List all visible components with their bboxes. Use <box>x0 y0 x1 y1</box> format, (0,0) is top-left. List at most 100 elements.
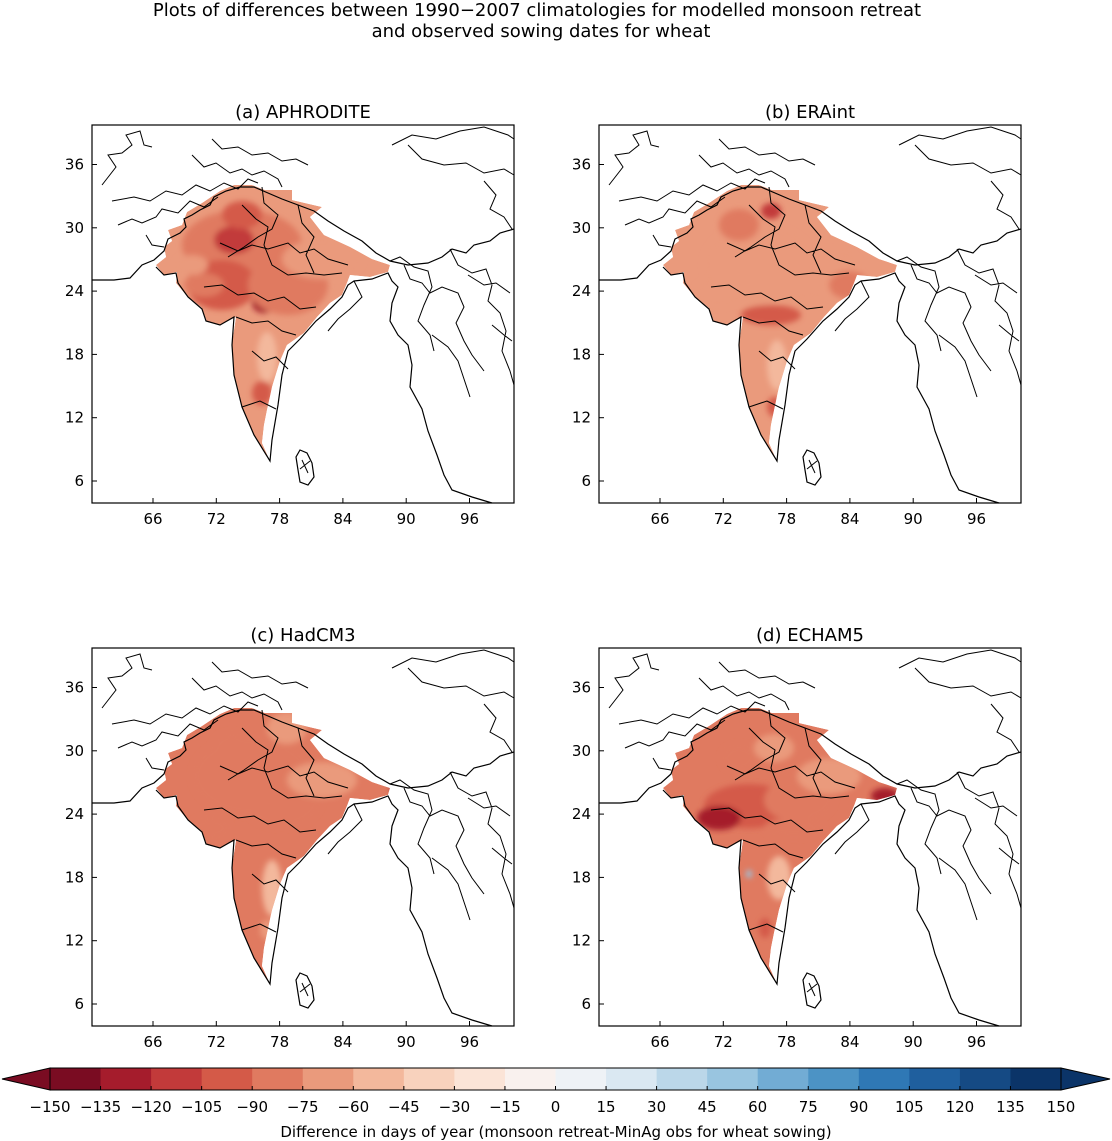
x-tick-label: 66 <box>143 510 162 528</box>
colorbar-tick-label: −45 <box>388 1098 420 1116</box>
x-tick-label: 90 <box>904 510 923 528</box>
y-tick-label: 24 <box>572 282 591 300</box>
map-body: 66 72 78 84 90 96 6 12 18 24 30 36 <box>572 647 1022 1051</box>
x-tick-label: 90 <box>904 1033 923 1051</box>
colorbar-tick-label: 45 <box>698 1098 717 1116</box>
colorbar-tick-label: −150 <box>29 1098 70 1116</box>
colorbar-swatch <box>909 1068 961 1090</box>
colorbar-tick-label: 15 <box>597 1098 616 1116</box>
y-tick-label: 18 <box>65 868 84 886</box>
x-tick-label: 96 <box>967 510 986 528</box>
sri-lanka-outline <box>295 972 315 1009</box>
x-tick-label: 78 <box>777 510 796 528</box>
field-spacer <box>814 295 924 495</box>
colorbar-swatch <box>151 1068 203 1090</box>
y-tick-label: 18 <box>65 345 84 363</box>
sri-lanka-borders <box>299 459 311 474</box>
colorbar-swatch <box>858 1068 910 1090</box>
sri-lanka-borders <box>299 982 311 997</box>
colorbar-swatch <box>606 1068 658 1090</box>
y-tick-label: 36 <box>65 156 84 174</box>
colorbar-swatch <box>403 1068 455 1090</box>
y-tick-label: 12 <box>65 932 84 950</box>
y-tick-label: 30 <box>572 219 591 237</box>
figure-title-line1: Plots of differences between 1990−2007 c… <box>153 0 921 21</box>
sri-lanka-outline <box>802 449 822 486</box>
panel-title: (c) HadCM3 <box>250 625 355 646</box>
plot-frame <box>598 647 1022 1027</box>
x-tick-label: 72 <box>714 1033 733 1051</box>
field-spacer <box>814 818 924 1018</box>
colorbar-tick-label: −15 <box>489 1098 521 1116</box>
data-blob <box>719 209 759 241</box>
x-tick-label: 84 <box>840 1033 859 1051</box>
data-blob <box>697 806 741 830</box>
y-tick-label: 6 <box>74 995 84 1013</box>
data-blob <box>262 860 282 916</box>
data-blob <box>184 273 224 297</box>
data-blob <box>761 203 781 219</box>
colorbar-tick-label: 120 <box>946 1098 975 1116</box>
y-tick-label: 30 <box>65 219 84 237</box>
data-blob <box>843 828 879 860</box>
map-body: 66 72 78 84 90 96 6 12 18 24 30 36 <box>65 647 515 1051</box>
y-tick-label: 12 <box>572 932 591 950</box>
field-spacer <box>307 295 417 495</box>
map-body: 66 72 78 84 90 96 6 12 18 24 30 36 <box>65 124 515 528</box>
data-field <box>156 708 417 1018</box>
borders <box>101 126 515 410</box>
colorbar-tick-label: −135 <box>80 1098 121 1116</box>
colorbar-swatch <box>100 1068 152 1090</box>
x-tick-label: 72 <box>207 510 226 528</box>
sri-lanka-borders <box>806 982 818 997</box>
coastline <box>599 186 1022 504</box>
colorbar-tick-label: 0 <box>551 1098 561 1116</box>
colorbar-swatch <box>454 1068 506 1090</box>
data-blob <box>176 255 208 275</box>
colorbar-swatch <box>1010 1068 1062 1090</box>
y-tick-label: 12 <box>572 409 591 427</box>
y-tick-label: 24 <box>572 805 591 823</box>
colorbar-extend-low <box>1 1067 51 1091</box>
data-blob <box>252 381 272 405</box>
panel-a: (a) APHRODITE 66 72 78 84 90 96 6 12 18 24 30 36 <box>65 102 515 528</box>
data-blob <box>841 307 877 339</box>
panel-title: (b) ERAint <box>765 102 855 123</box>
data-blob <box>222 201 262 229</box>
data-field <box>663 708 924 1018</box>
coastline <box>92 186 515 504</box>
data-blob <box>721 744 757 772</box>
data-blob <box>282 239 362 279</box>
y-tick-label: 6 <box>581 472 591 490</box>
data-blob <box>741 305 801 325</box>
colorbar-swatch <box>959 1068 1011 1090</box>
data-blob <box>260 920 276 940</box>
x-tick-label: 72 <box>714 510 733 528</box>
colorbar-swatch <box>302 1068 354 1090</box>
x-tick-label: 84 <box>333 510 352 528</box>
coastline <box>599 709 1022 1027</box>
x-tick-label: 66 <box>143 1033 162 1051</box>
data-blob <box>190 816 230 840</box>
colorbar-tick-label: 60 <box>748 1098 767 1116</box>
data-blob <box>287 762 357 798</box>
field-spacer <box>307 818 417 1018</box>
x-tick-label: 66 <box>650 510 669 528</box>
x-tick-label: 90 <box>397 510 416 528</box>
y-tick-label: 18 <box>572 868 591 886</box>
data-blob <box>334 311 370 339</box>
colorbar-tick-label: 150 <box>1047 1098 1076 1116</box>
panel-d: (d) ECHAM5 66 72 78 84 90 96 6 12 18 24 30 36 <box>572 625 1022 1051</box>
y-tick-label: 30 <box>65 742 84 760</box>
data-blob <box>746 870 752 878</box>
x-tick-label: 78 <box>270 1033 289 1051</box>
y-tick-label: 24 <box>65 805 84 823</box>
x-tick-label: 96 <box>460 510 479 528</box>
data-blob <box>767 856 791 900</box>
y-tick-label: 36 <box>572 679 591 697</box>
borders <box>101 649 515 933</box>
borders <box>608 126 1022 410</box>
colorbar-tick-label: 105 <box>895 1098 924 1116</box>
colorbar-swatch <box>656 1068 708 1090</box>
panel-c: (c) HadCM3 66 72 78 84 90 96 6 12 18 24 30 36 <box>65 625 515 1051</box>
